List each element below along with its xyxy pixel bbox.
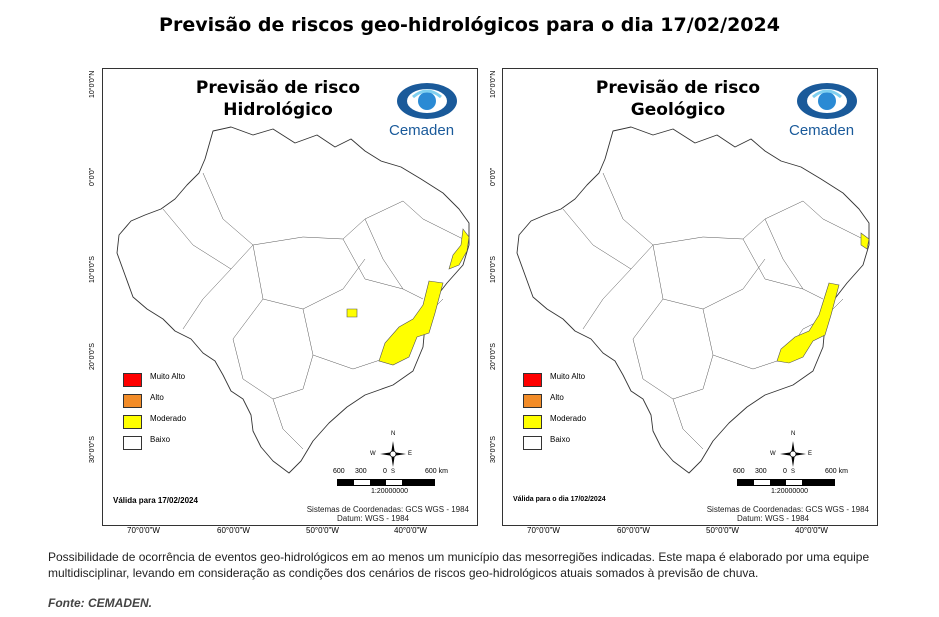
lat-tick: 20°0'0"S — [490, 343, 497, 370]
compass-rose-icon: N S E W — [370, 431, 413, 475]
lon-tick: 60°0'0"W — [217, 526, 250, 535]
legend-label: Alto — [550, 393, 564, 402]
legend-label: Alto — [150, 393, 164, 402]
compass-e: E — [808, 451, 813, 457]
moderate-risk-areas — [346, 228, 470, 366]
legend-label: Moderado — [150, 414, 187, 423]
lat-tick: 0°0'0" — [490, 167, 497, 186]
legend-label: Muito Alto — [150, 372, 186, 381]
legend-swatch-moderate — [523, 415, 542, 429]
scale-bar: 600 300 0 600 km 1:20000000 — [733, 468, 863, 498]
compass-n: N — [791, 431, 796, 437]
legend-item: Baixo — [123, 434, 243, 455]
panel-title-line2: Hidrológico — [223, 100, 333, 120]
coord-system-line1: Sistemas de Coordenadas: GCS WGS - 1984 — [306, 505, 469, 514]
lon-tick: 40°0'0"W — [394, 526, 427, 535]
legend-item: Moderado — [123, 413, 243, 434]
scale-bar-graphic — [737, 479, 835, 486]
legend-label: Baixo — [150, 435, 171, 444]
legend-item: Moderado — [523, 413, 643, 434]
legend-label: Baixo — [550, 435, 571, 444]
lon-tick: 70°0'0"W — [127, 526, 160, 535]
coord-system-line1: Sistemas de Coordenadas: GCS WGS - 1984 — [706, 505, 869, 514]
brazil-outline — [516, 126, 870, 474]
legend-swatch-high — [123, 394, 142, 408]
compass-w: W — [770, 451, 776, 457]
lon-tick: 50°0'0"W — [306, 526, 339, 535]
scale-bar-graphic — [337, 479, 435, 486]
cemaden-logo: Cemaden — [383, 79, 473, 141]
legend-label: Moderado — [550, 414, 587, 423]
panel-title: Previsão de risco Hidrológico — [163, 77, 393, 121]
legend-item: Muito Alto — [523, 371, 643, 392]
scale-label: 0 — [383, 468, 387, 475]
legend-swatch-very-high — [523, 373, 542, 387]
lon-tick: 40°0'0"W — [795, 526, 828, 535]
coordinate-system: Sistemas de Coordenadas: GCS WGS - 1984 … — [307, 505, 469, 523]
moderate-risk-areas — [776, 232, 870, 364]
compass-s: S — [391, 469, 396, 475]
panel-title: Previsão de risco Geológico — [563, 77, 793, 121]
brazil-map — [516, 126, 870, 474]
lat-tick: 10°0'0"S — [490, 256, 497, 283]
lat-tick: 30°0'0"S — [89, 436, 96, 463]
lat-tick: 10°0'0"N — [89, 70, 96, 98]
legend-item: Muito Alto — [123, 371, 243, 392]
compass-n: N — [391, 431, 396, 437]
scale-label: 0 — [783, 468, 787, 475]
compass-e: E — [408, 451, 413, 457]
coordinate-system: Sistemas de Coordenadas: GCS WGS - 1984 … — [707, 505, 869, 523]
logo-text: Cemaden — [389, 122, 455, 139]
caption-text: Possibilidade de ocorrência de eventos g… — [48, 550, 870, 580]
geological-risk-map: Previsão de risco Geológico Cemaden Muit… — [502, 68, 878, 526]
source-text: Fonte: CEMADEN. — [48, 596, 152, 610]
legend-swatch-low — [523, 436, 542, 450]
legend-swatch-high — [523, 394, 542, 408]
legend-item: Baixo — [523, 434, 643, 455]
scale-label: 600 — [333, 468, 345, 475]
panel-title-line1: Previsão de risco — [195, 78, 361, 98]
hydrological-risk-map: Previsão de risco Hidrológico Cemaden Mu… — [102, 68, 478, 526]
legend-item: Alto — [523, 392, 643, 413]
coord-system-line2: Datum: WGS - 1984 — [336, 514, 409, 523]
panel-title-line2: Geológico — [630, 100, 726, 120]
scale-label: 600 — [733, 468, 745, 475]
scale-label: 600 km — [825, 468, 848, 475]
lon-tick: 70°0'0"W — [527, 526, 560, 535]
panel-title-line1: Previsão de risco — [595, 78, 761, 98]
lon-tick: 60°0'0"W — [617, 526, 650, 535]
brazil-map — [116, 126, 470, 474]
scale-label: 300 — [355, 468, 367, 475]
lat-tick: 20°0'0"S — [89, 343, 96, 370]
scale-label: 300 — [755, 468, 767, 475]
lat-tick: 0°0'0" — [89, 167, 96, 186]
page-title: Previsão de riscos geo-hidrológicos para… — [159, 14, 780, 36]
compass-w: W — [370, 451, 376, 457]
scale-label: 600 km — [425, 468, 448, 475]
validity-text: Válida para 17/02/2024 — [113, 496, 198, 505]
coord-system-line2: Datum: WGS - 1984 — [736, 514, 809, 523]
validity-text: Válida para o dia 17/02/2024 — [513, 496, 606, 503]
legend: Muito Alto Alto Moderado Baixo — [123, 371, 243, 455]
brazil-outline — [116, 126, 470, 474]
compass-s: S — [791, 469, 796, 475]
scale-bar: 600 300 0 600 km 1:20000000 — [333, 468, 463, 498]
legend-swatch-very-high — [123, 373, 142, 387]
scale-ratio: 1:20000000 — [771, 488, 808, 495]
scale-ratio: 1:20000000 — [371, 488, 408, 495]
cemaden-logo: Cemaden — [783, 79, 873, 141]
legend-item: Alto — [123, 392, 243, 413]
lon-tick: 50°0'0"W — [706, 526, 739, 535]
lat-tick: 30°0'0"S — [490, 436, 497, 463]
lat-tick: 10°0'0"S — [89, 256, 96, 283]
lat-tick: 10°0'0"N — [490, 70, 497, 98]
compass-rose-icon: N S E W — [770, 431, 813, 475]
legend-swatch-low — [123, 436, 142, 450]
logo-text: Cemaden — [789, 122, 855, 139]
legend: Muito Alto Alto Moderado Baixo — [523, 371, 643, 455]
legend-label: Muito Alto — [550, 372, 586, 381]
legend-swatch-moderate — [123, 415, 142, 429]
